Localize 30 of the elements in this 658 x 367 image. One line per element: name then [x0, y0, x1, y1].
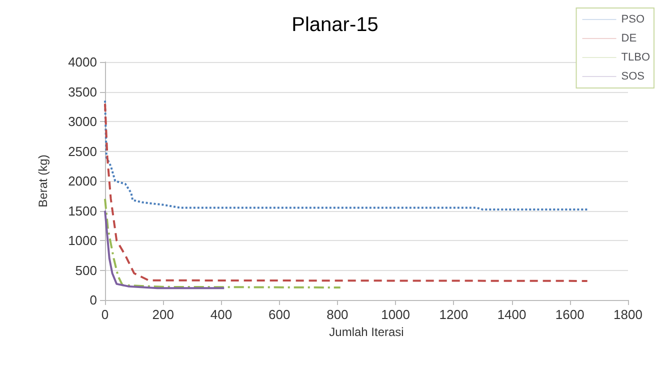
legend-label: SOS	[621, 70, 645, 82]
y-tick-label: 4000	[68, 54, 97, 70]
y-tick-label: 3000	[68, 114, 97, 129]
chart-title: Planar-15	[292, 14, 378, 36]
y-axis-title: Berat (kg)	[36, 154, 50, 208]
y-tick-label: 2500	[68, 144, 97, 159]
x-tick-label: 600	[268, 307, 290, 322]
x-tick-label: 1200	[439, 307, 468, 322]
x-tick-label: 1800	[614, 307, 642, 322]
line-series	[104, 198, 342, 289]
x-tick-label: 1600	[555, 307, 584, 322]
y-tick-label: 500	[75, 262, 97, 278]
x-tick-label: 400	[210, 307, 232, 322]
x-tick-label: 1000	[381, 307, 410, 322]
legend-label: TLBO	[621, 52, 650, 64]
y-tick-label: 3500	[68, 84, 97, 100]
legend-label: DE	[621, 32, 637, 44]
y-tick-label: 0	[90, 292, 97, 308]
x-tick-label: 200	[152, 307, 174, 322]
y-tick-label: 2000	[68, 174, 97, 188]
line-series	[104, 100, 588, 211]
x-tick-label: 0	[101, 307, 109, 322]
y-tick-label: 1000	[68, 233, 97, 248]
y-tick-label: 1500	[68, 203, 97, 218]
line-series	[104, 210, 226, 290]
x-tick-label: 800	[326, 307, 348, 322]
x-tick-label: 1400	[497, 307, 526, 322]
line-series	[104, 102, 588, 282]
x-axis-title: Jumlah Iterasi	[329, 325, 404, 339]
legend-label: PSO	[621, 14, 645, 26]
